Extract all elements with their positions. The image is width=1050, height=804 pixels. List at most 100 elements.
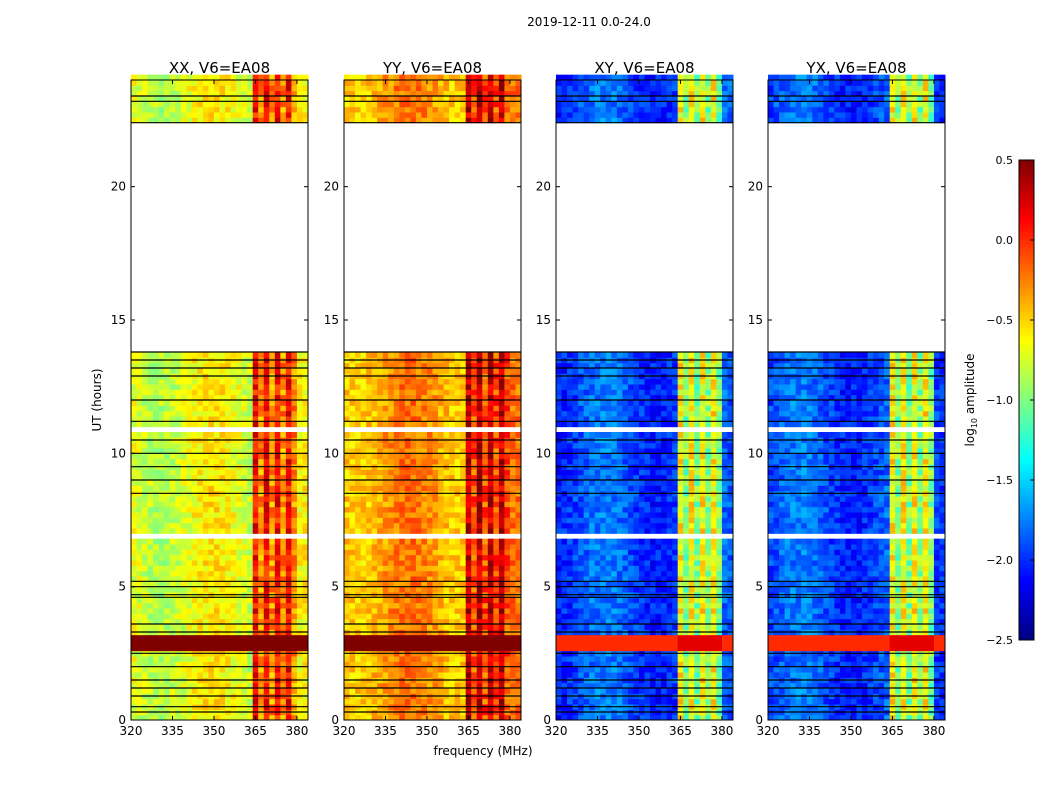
heatmap-cell (131, 613, 137, 619)
heatmap-cell (510, 352, 516, 358)
heatmap-cell (366, 352, 372, 358)
heatmap-cell (242, 496, 248, 502)
heatmap-cell (444, 560, 450, 566)
heatmap-cell (350, 555, 356, 561)
heatmap-cell (477, 85, 483, 91)
heatmap-cell (258, 352, 264, 358)
heatmap-cell (159, 421, 165, 427)
heatmap-cell (186, 453, 192, 459)
heatmap-cell (361, 539, 367, 545)
heatmap-cell (471, 507, 477, 513)
heatmap-cell (208, 645, 214, 651)
heatmap-cell (455, 571, 461, 577)
heatmap-cell (499, 469, 505, 475)
heatmap-cell (203, 539, 209, 545)
heatmap-cell (264, 571, 270, 577)
heatmap-cell (399, 560, 405, 566)
heatmap-cell (504, 603, 510, 609)
heatmap-cell (372, 411, 378, 417)
heatmap-cell (242, 112, 248, 118)
heatmap-cell (388, 645, 394, 651)
heatmap-cell (142, 112, 148, 118)
heatmap-cell (269, 512, 275, 518)
heatmap-cell (148, 379, 154, 385)
heatmap-cell (264, 85, 270, 91)
y-tick-label: 0 (331, 713, 339, 727)
heatmap-cell (253, 85, 259, 91)
heatmap-cell (421, 597, 427, 603)
heatmap-cell (510, 459, 516, 465)
heatmap-cell (225, 528, 231, 534)
heatmap-cell (253, 608, 259, 614)
heatmap-cell (482, 672, 488, 678)
heatmap-cell (247, 368, 253, 374)
heatmap-cell (269, 507, 275, 513)
heatmap-cell (427, 517, 433, 523)
heatmap-cell (350, 405, 356, 411)
heatmap-cell (175, 400, 181, 406)
heatmap-cell (488, 368, 494, 374)
heatmap-cell (186, 624, 192, 630)
heatmap-cell (394, 544, 400, 550)
heatmap-cell (405, 640, 411, 646)
heatmap-cell (159, 635, 165, 641)
heatmap-cell (377, 512, 383, 518)
heatmap-cell (466, 85, 472, 91)
heatmap-cell (405, 496, 411, 502)
heatmap-cell (344, 539, 350, 545)
heatmap-cell (482, 453, 488, 459)
heatmap-cell (361, 523, 367, 529)
heatmap-cell (372, 384, 378, 390)
heatmap-cell (175, 384, 181, 390)
heatmap-cell (394, 421, 400, 427)
heatmap-cell (208, 480, 214, 486)
heatmap-cell (383, 603, 389, 609)
heatmap-cell (186, 523, 192, 529)
heatmap-cell (175, 608, 181, 614)
heatmap-cell (504, 560, 510, 566)
heatmap-cell (231, 608, 237, 614)
heatmap-cell (471, 608, 477, 614)
heatmap-cell (131, 608, 137, 614)
heatmap-cell (388, 640, 394, 646)
heatmap-cell (388, 101, 394, 107)
heatmap-cell (493, 459, 499, 465)
heatmap-cell (208, 603, 214, 609)
heatmap-cell (181, 384, 187, 390)
heatmap-cell (242, 107, 248, 113)
heatmap-cell (253, 565, 259, 571)
heatmap-cell (181, 555, 187, 561)
heatmap-cell (214, 352, 220, 358)
heatmap-cell (175, 453, 181, 459)
heatmap-cell (388, 544, 394, 550)
heatmap-cell (269, 688, 275, 694)
heatmap-cell (504, 432, 510, 438)
heatmap-cell (372, 571, 378, 577)
heatmap-cell (488, 635, 494, 641)
heatmap-cell (350, 501, 356, 507)
heatmap-cell (460, 389, 466, 395)
heatmap-cell (253, 613, 259, 619)
heatmap-cell (170, 560, 176, 566)
heatmap-cell (344, 101, 350, 107)
heatmap-cell (488, 571, 494, 577)
heatmap-cell (383, 85, 389, 91)
heatmap-cell (242, 469, 248, 475)
heatmap-cell (291, 517, 297, 523)
heatmap-cell (449, 411, 455, 417)
heatmap-cell (203, 469, 209, 475)
heatmap-cell (416, 656, 422, 662)
heatmap-cell (170, 624, 176, 630)
heatmap-cell (153, 635, 159, 641)
heatmap-cell (186, 352, 192, 358)
heatmap-cell (137, 411, 143, 417)
heatmap-cell (504, 523, 510, 529)
heatmap-cell (433, 459, 439, 465)
heatmap-cell (247, 587, 253, 593)
heatmap-cell (258, 549, 264, 555)
heatmap-cell (253, 555, 259, 561)
heatmap-cell (344, 517, 350, 523)
heatmap-cell (372, 85, 378, 91)
heatmap-cell (377, 443, 383, 449)
heatmap-cell (427, 667, 433, 673)
